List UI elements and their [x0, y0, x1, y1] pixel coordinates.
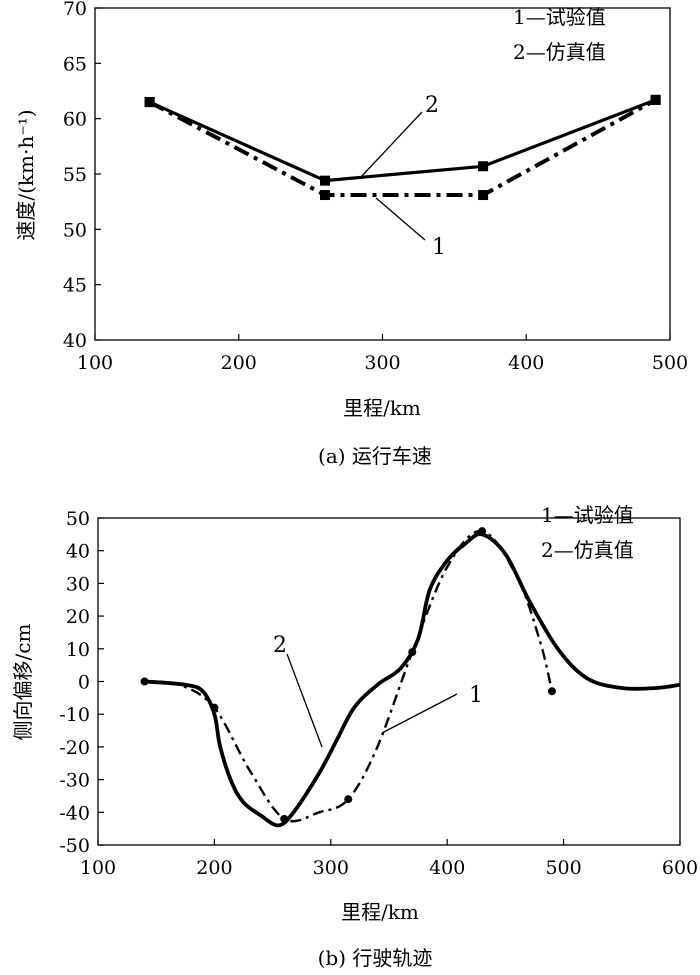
y-tick-label: 65: [63, 53, 87, 75]
series-line-1-a: [148, 98, 657, 197]
y-tick-label: 40: [66, 541, 90, 563]
callout-line-2-b: [286, 653, 323, 748]
y-tick-label: 40: [63, 330, 87, 352]
x-tick-label: 400: [508, 352, 544, 374]
data-point-2-a: [650, 94, 661, 105]
y-tick-label: -20: [59, 737, 90, 759]
trajectory-chart: -50 -40 -30 -20 -10 0 10 20 30 40 50 100 200 300 400 5…: [11, 503, 698, 970]
x-tick-label: 100: [77, 352, 113, 374]
x-tick-label: 300: [313, 857, 349, 879]
speed-chart: 40 45 50 55 60 65 70 100 200 300 400 500 1—试验值 2—仿…: [14, 0, 688, 468]
x-tick-label: 500: [652, 352, 688, 374]
x-axis-label-b: 里程/km: [341, 900, 419, 924]
y-axis-label-b: 侧向偏移/cm: [11, 624, 35, 741]
data-point-1-a: [478, 190, 489, 201]
x-tick-label: 200: [221, 352, 257, 374]
x-tick-label: 300: [364, 352, 400, 374]
legend-entry-2-b: 2—仿真值: [541, 538, 634, 562]
y-tick-label: 10: [66, 639, 90, 661]
series-line-2-a: [148, 98, 657, 183]
x-tick-label: 500: [545, 857, 581, 879]
data-point-1-b: [547, 687, 556, 696]
data-point-1-b: [344, 795, 353, 804]
y-tick-label: 30: [66, 573, 90, 595]
x-tick-label: 200: [196, 857, 232, 879]
x-tick-label: 600: [662, 857, 698, 879]
series-line-1-b: [144, 529, 554, 823]
caption-b: (b) 行驶轨迹: [318, 946, 433, 970]
y-tick-label: 20: [66, 606, 90, 628]
series-line-2-b: [144, 532, 681, 828]
series-b: [140, 527, 681, 828]
data-point-2-a: [320, 175, 330, 186]
x-axis-label-a: 里程/km: [343, 396, 421, 420]
callout-label-1-b: 1: [469, 683, 483, 708]
data-point-2-a: [144, 97, 155, 108]
legend-entry-1-a: 1—试验值: [513, 5, 606, 29]
caption-a: (a) 运行车速: [318, 444, 432, 468]
series-a: [144, 94, 661, 201]
legend-entry-2-a: 2—仿真值: [513, 40, 606, 64]
y-tick-label: -50: [59, 835, 90, 857]
x-ticks-b: 100 200 300 400 500 600: [80, 839, 698, 879]
y-tick-label: 70: [63, 0, 87, 20]
legend-entry-1-b: 1—试验值: [541, 503, 634, 527]
callout-label-2-a: 2: [425, 93, 439, 118]
callout-line-1-a: [375, 197, 426, 241]
y-tick-label: 60: [63, 109, 87, 131]
y-tick-label: -10: [59, 704, 90, 726]
y-axis-label-a: 速度/(km·h⁻¹): [14, 109, 38, 240]
y-ticks-a: 40 45 50 55 60 65 70: [63, 0, 101, 352]
x-tick-label: 400: [429, 857, 465, 879]
data-point-2-a: [478, 161, 489, 172]
y-tick-label: -40: [59, 802, 90, 824]
callout-line-1-b: [381, 693, 458, 734]
y-tick-label: 55: [63, 164, 87, 186]
y-tick-label: -30: [59, 770, 90, 792]
callout-label-2-b: 2: [273, 633, 287, 658]
callout-label-1-a: 1: [432, 235, 446, 260]
y-tick-label: 45: [63, 275, 87, 297]
y-tick-label: 50: [63, 219, 87, 241]
data-point-1-a: [320, 190, 330, 201]
y-ticks-b: -50 -40 -30 -20 -10 0 10 20 30 40 50: [59, 508, 104, 857]
callout-line-2-a: [359, 111, 423, 179]
y-tick-label: 50: [66, 508, 90, 530]
x-tick-label: 100: [80, 857, 116, 879]
x-ticks-a: 100 200 300 400 500: [77, 334, 688, 374]
y-tick-label: 0: [78, 672, 90, 694]
